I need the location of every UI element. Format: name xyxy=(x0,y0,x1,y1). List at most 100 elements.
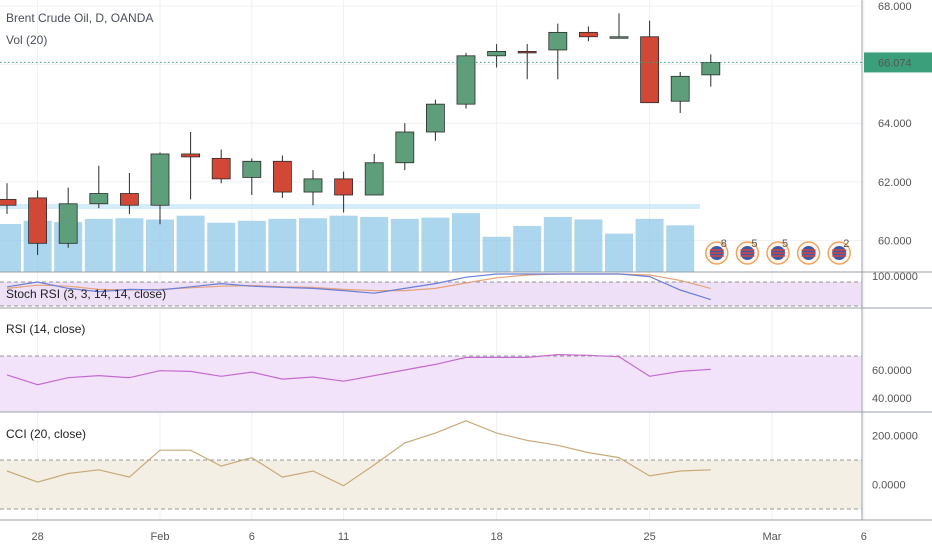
candle-body-up xyxy=(242,160,262,178)
candle-body-up xyxy=(303,178,323,193)
candle[interactable] xyxy=(456,52,476,109)
candle[interactable] xyxy=(211,149,231,184)
volume-bar xyxy=(146,219,174,272)
candle[interactable] xyxy=(120,173,139,215)
volume-bar xyxy=(635,218,664,272)
candle-body-down xyxy=(334,178,354,196)
candle[interactable] xyxy=(150,152,170,225)
candles[interactable] xyxy=(0,13,721,256)
candle-body-down xyxy=(579,31,598,38)
candle[interactable] xyxy=(28,190,48,256)
event-flag-icon[interactable] xyxy=(796,241,821,265)
event-count: 5 xyxy=(782,238,788,250)
candle[interactable] xyxy=(579,26,598,42)
indicator-pane-backgrounds xyxy=(0,281,862,510)
volume-bar xyxy=(574,219,603,272)
price-tick-label: 64.000 xyxy=(878,118,912,130)
rsi-tick-label: 40.0000 xyxy=(872,393,912,405)
cci-tick-label: 200.0000 xyxy=(872,431,918,443)
event-count: 5 xyxy=(751,238,757,250)
volume-bar xyxy=(605,233,633,272)
candle[interactable] xyxy=(487,44,507,68)
candle[interactable] xyxy=(670,71,690,113)
candle[interactable] xyxy=(89,165,109,209)
candle[interactable] xyxy=(0,183,17,215)
candle-body-down xyxy=(211,157,231,180)
candle-body-down xyxy=(120,193,139,206)
candle[interactable] xyxy=(242,158,262,195)
candle[interactable] xyxy=(364,153,384,196)
volume-bar xyxy=(268,218,297,272)
volume-bar xyxy=(452,213,480,272)
cci-tick-label: 0.0000 xyxy=(872,480,906,492)
date-tick-label: 6 xyxy=(249,531,255,543)
candle-body-up xyxy=(89,193,109,205)
volume-bar xyxy=(84,218,113,272)
volume-legend[interactable]: Vol (20) xyxy=(6,33,47,47)
candle[interactable] xyxy=(272,155,292,198)
candle-body-up xyxy=(487,51,507,57)
rsi-band xyxy=(0,356,862,412)
volume-bar xyxy=(207,222,236,272)
candle[interactable] xyxy=(334,171,354,213)
date-tick-label: 18 xyxy=(490,531,502,543)
candle-body-up xyxy=(548,31,568,51)
rsi-legend[interactable]: RSI (14, close) xyxy=(6,322,85,336)
cci-band xyxy=(0,460,862,509)
date-tick-label: Mar xyxy=(763,531,782,543)
volume-bar xyxy=(115,218,144,272)
volume-bar xyxy=(543,216,572,272)
volume-bar xyxy=(666,225,695,272)
indicator-lines xyxy=(6,273,711,487)
event-flag-icon[interactable]: 2 xyxy=(827,238,851,265)
cci-legend[interactable]: CCI (20, close) xyxy=(6,427,86,441)
volume-bar xyxy=(237,220,266,272)
date-tick-label: 28 xyxy=(31,531,43,543)
candle[interactable] xyxy=(58,187,78,248)
event-count: 2 xyxy=(843,238,849,250)
volume-bar xyxy=(482,236,511,272)
volume-bar xyxy=(513,225,542,272)
candle[interactable] xyxy=(303,170,323,206)
candle-body-down xyxy=(640,36,659,104)
price-tick-label: 62.000 xyxy=(878,177,912,189)
candle-body-down xyxy=(181,153,201,158)
volume-bar xyxy=(421,217,450,272)
volume-ma xyxy=(0,204,700,209)
candle[interactable] xyxy=(640,20,659,104)
candle[interactable] xyxy=(609,13,629,39)
event-flag-icon[interactable]: 8 xyxy=(705,238,729,265)
volume-bar xyxy=(0,224,21,272)
candle[interactable] xyxy=(395,123,415,171)
date-tick-label: 6 xyxy=(861,531,867,543)
rsi-tick-label: 60.0000 xyxy=(872,365,912,377)
price-tick-label: 68.000 xyxy=(878,1,912,13)
candle-body-down xyxy=(28,197,48,244)
candle-body-up xyxy=(364,162,384,196)
candle[interactable] xyxy=(701,54,721,87)
stoch-axis-label: 100.0000 xyxy=(872,271,918,283)
candle-body-up xyxy=(456,55,476,105)
stoch-k-line xyxy=(6,273,711,301)
candle-body-up xyxy=(701,62,721,76)
rsi-line xyxy=(6,353,711,386)
economic-events[interactable]: 8 5 5 2 xyxy=(705,238,851,265)
volume-bar xyxy=(390,218,419,272)
event-flag-icon[interactable]: 5 xyxy=(735,238,760,265)
candle-body-down xyxy=(272,160,292,193)
event-flag-icon[interactable]: 5 xyxy=(766,238,790,265)
volume-bar xyxy=(360,216,389,272)
stoch-rsi-legend[interactable]: Stoch RSI (3, 3, 14, 14, close) xyxy=(6,287,166,301)
volume-bar xyxy=(176,215,205,272)
candle[interactable] xyxy=(517,44,537,80)
candle[interactable] xyxy=(548,23,568,80)
candle[interactable] xyxy=(181,131,201,200)
event-count: 8 xyxy=(721,238,727,250)
last-price-label: 66.074 xyxy=(878,57,912,69)
symbol-title[interactable]: Brent Crude Oil, D, OANDA xyxy=(6,11,153,25)
candle[interactable] xyxy=(425,99,445,141)
candle-body-up xyxy=(670,75,690,102)
date-tick-label: 11 xyxy=(338,531,349,543)
